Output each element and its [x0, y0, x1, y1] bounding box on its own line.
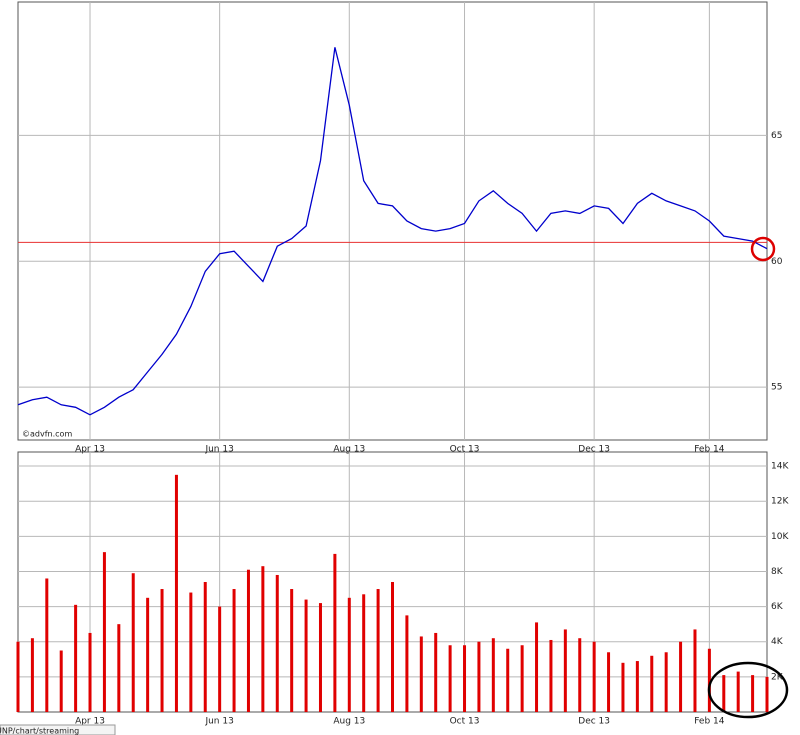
- highlight-ellipse: [707, 661, 789, 719]
- y-tick-label: 2K: [771, 672, 784, 682]
- bar: [30, 638, 34, 712]
- x-tick-label: Jun 13: [204, 445, 233, 455]
- bar: [650, 655, 654, 712]
- bar: [146, 597, 150, 712]
- bar: [347, 597, 351, 712]
- y-tick-label: 10K: [771, 532, 789, 542]
- bar: [419, 636, 423, 712]
- bar: [102, 552, 106, 712]
- x-tick-label: Apr 13: [75, 717, 105, 727]
- bar: [736, 671, 740, 712]
- bar: [131, 573, 135, 712]
- status-text: UNP/chart/streaming: [0, 727, 79, 735]
- bar: [333, 553, 337, 712]
- plot-frame: [17, 1, 768, 441]
- bar: [246, 569, 250, 712]
- bar: [491, 638, 495, 712]
- bar: [16, 641, 20, 712]
- bar: [218, 606, 222, 712]
- bar: [578, 638, 582, 712]
- bar: [275, 574, 279, 712]
- x-tick-label: Dec 13: [578, 445, 610, 455]
- x-tick-label: Jun 13: [204, 717, 233, 727]
- bar: [549, 639, 553, 712]
- y-tick-label: 60: [771, 257, 783, 267]
- bar: [477, 641, 481, 712]
- bar: [189, 592, 193, 712]
- bar: [318, 603, 322, 712]
- bar: [707, 648, 711, 712]
- x-tick-label: Apr 13: [75, 445, 105, 455]
- bar: [664, 652, 668, 712]
- bar: [117, 624, 121, 712]
- y-tick-label: 55: [771, 383, 782, 393]
- bar: [290, 589, 294, 712]
- bar: [635, 661, 639, 712]
- x-tick-label: Aug 13: [333, 717, 365, 727]
- bar: [45, 578, 49, 712]
- x-tick-label: Feb 14: [694, 717, 725, 727]
- x-tick-label: Feb 14: [694, 445, 725, 455]
- y-tick-label: 12K: [771, 497, 789, 507]
- bar: [506, 648, 510, 712]
- highlight-circle: [750, 236, 776, 262]
- bar: [621, 662, 625, 712]
- y-tick-label: 6K: [771, 602, 784, 612]
- bar: [391, 582, 394, 712]
- x-tick-label: Oct 13: [450, 717, 480, 727]
- y-tick-label: 8K: [771, 567, 784, 577]
- y-tick-label: 65: [771, 131, 782, 141]
- status-bar: [0, 724, 116, 735]
- bar: [74, 604, 78, 712]
- bar: [592, 641, 596, 712]
- bar: [448, 645, 452, 712]
- bar: [160, 589, 164, 712]
- bar: [376, 589, 380, 712]
- bar: [434, 632, 438, 712]
- x-tick-label: Dec 13: [578, 717, 610, 727]
- volume-panel: 2K 4K 6K 8K 10K 12K 14K Apr 13 Jun 13 Aug 13 Oct 1…: [16, 451, 789, 727]
- bar: [765, 676, 769, 712]
- x-tick-label: Oct 13: [450, 445, 480, 455]
- bar: [693, 629, 697, 712]
- bar: [88, 632, 92, 712]
- bar: [607, 652, 611, 712]
- bar: [304, 599, 308, 712]
- bar: [362, 594, 366, 712]
- bar: [679, 641, 683, 712]
- bar: [203, 582, 207, 712]
- x-tick-label: Aug 13: [333, 445, 365, 455]
- watermark: ©advfn.com: [22, 430, 72, 439]
- bar: [174, 474, 178, 712]
- bar: [751, 675, 755, 712]
- price-line: [17, 47, 768, 416]
- bar: [232, 589, 236, 712]
- bar: [463, 645, 467, 712]
- bar: [563, 629, 567, 712]
- price-panel: 55 60 65 Apr 13 Jun 13 Aug 13 Oct 13 Dec 13 Feb …: [17, 1, 783, 455]
- bar: [722, 675, 726, 712]
- y-tick-label: 14K: [771, 462, 789, 472]
- bar: [405, 615, 409, 712]
- bar: [535, 622, 539, 712]
- bar: [261, 566, 265, 712]
- y-tick-label: 4K: [771, 637, 784, 647]
- bar: [59, 650, 63, 712]
- bar: [520, 645, 524, 712]
